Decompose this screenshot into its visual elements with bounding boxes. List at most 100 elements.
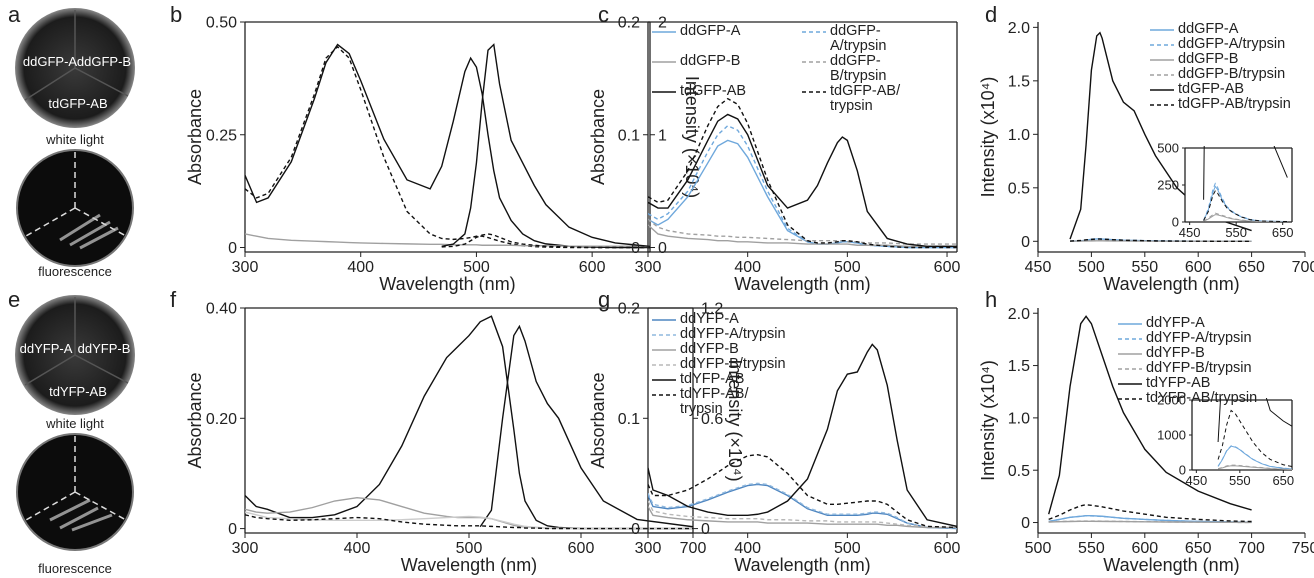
legend-item: tdGFP-AB/trypsin [1150, 97, 1291, 112]
series-line [1217, 464, 1292, 470]
legend-swatch [1118, 323, 1142, 325]
x-axis-label: Wavelength (nm) [379, 274, 515, 294]
y-axis-label: Absorbance [588, 89, 608, 185]
photo-caption: fluorescence [38, 561, 112, 576]
y-tick-label: 0.50 [206, 15, 237, 32]
y-axis-label: Intensity (x10⁴) [978, 77, 998, 198]
legend-swatch [1150, 104, 1174, 106]
legend-item: tdYFP-AB/ trypsin [652, 387, 790, 417]
x-tick-label: 400 [734, 259, 761, 276]
series-line [245, 45, 650, 249]
series-line [479, 324, 693, 528]
series-line [1203, 190, 1288, 222]
x-tick-label: 650 [1185, 540, 1212, 557]
series-line [1048, 315, 1252, 515]
legend-item: tdGFP-AB [1150, 82, 1291, 97]
y-tick-label: 500 [1157, 141, 1179, 156]
x-tick-label: 700 [1238, 540, 1265, 557]
y-tick-label: 1000 [1157, 428, 1186, 443]
x-tick-label: 400 [344, 540, 371, 557]
x-tick-label: 500 [1078, 259, 1105, 276]
legend-swatch [1150, 74, 1174, 76]
legend-item: ddGFP-B [1150, 52, 1291, 67]
photo-caption: fluorescence [38, 264, 112, 279]
legend-item: ddGFP-A [1150, 22, 1291, 37]
y-tick-label: 0.5 [1008, 180, 1030, 197]
x-axis-label: Wavelength (nm) [734, 555, 870, 575]
plate-divider [24, 10, 129, 101]
x-tick-label: 300 [232, 259, 259, 276]
chart: 300 400 500 600 0 0.1 0.2 Wavelength (nm) Absorb… [588, 2, 960, 294]
inset-background [1185, 148, 1292, 222]
photo-panel: e ddYFP-A ddYFP-B tdYFP-AB white light f… [8, 287, 135, 576]
fluorescent-streak [59, 213, 119, 250]
y-tick-label: 0 [228, 521, 237, 538]
chart: 450 500 550 600 650 700 0 0.5 1.0 1.5 2.0 Wavelengt… [978, 2, 1314, 294]
legend-label: ddGFP-B [1178, 51, 1239, 67]
legend-item: tdYFP-AB/trypsin [1118, 391, 1257, 406]
y-tick-label: 1.0 [1008, 410, 1030, 427]
x-tick-label: 500 [834, 540, 861, 557]
photo-caption: white light [45, 416, 104, 431]
x-tick-label: 500 [456, 540, 483, 557]
legend-label: ddYFP-B/trypsin [680, 356, 786, 372]
x-tick-label: 600 [1185, 259, 1212, 276]
x-tick-label: 400 [734, 540, 761, 557]
legend-item: ddYFP-B/trypsin [652, 357, 790, 372]
x-tick-label: 300 [232, 540, 259, 557]
y2-axis-label: Intensity (×10⁴) [725, 359, 745, 481]
legend-swatch [652, 91, 676, 93]
y-tick-label: 0 [1021, 234, 1030, 251]
legend-label: ddYFP-A [1146, 315, 1205, 331]
legend-item: ddYFP-A/trypsin [652, 327, 790, 342]
x-tick-label: 500 [463, 259, 490, 276]
y2-tick-label: 0 [658, 240, 667, 257]
series-line [1048, 515, 1252, 523]
legend-label: ddYFP-A [680, 311, 739, 327]
x-tick-label: 450 [1025, 259, 1052, 276]
y-tick-label: 0.25 [206, 127, 237, 144]
legend-item: ddYFP-B [652, 342, 790, 357]
y-tick-label: 0.2 [618, 15, 640, 32]
series-line [1048, 504, 1252, 523]
series-line [245, 514, 693, 530]
y-tick-label: 0 [631, 521, 640, 538]
legend: ddGFP-A ddGFP-A/trypsin ddGFP-B ddGFP-B/try… [1150, 22, 1291, 112]
chart: 300 400 500 600 0 0.1 0.2 Wavelength (nm) Absorb… [588, 287, 960, 575]
x-tick-label: 500 [1025, 540, 1052, 557]
series-line [1217, 465, 1292, 470]
y-tick-label: 0 [631, 240, 640, 257]
legend-label: tdYFP-AB/ trypsin [680, 386, 749, 417]
legend-swatch [652, 334, 676, 336]
x-tick-label: 700 [1292, 259, 1314, 276]
series-line [245, 315, 693, 530]
panel-letter: b [170, 2, 182, 27]
y-tick-label: 2.0 [1008, 20, 1030, 37]
legend-item: tdYFP-AB [652, 372, 790, 387]
x-tick-label: 450 [1179, 225, 1201, 240]
y-tick-label: 0.40 [206, 301, 237, 318]
series-line [648, 482, 957, 530]
y-tick-label: 1.0 [1008, 127, 1030, 144]
x-axis-label: Wavelength (nm) [1103, 555, 1239, 575]
x-tick-label: 550 [1131, 259, 1158, 276]
legend-swatch [1150, 29, 1174, 31]
y2-tick-label: 1.2 [701, 301, 723, 318]
legend: ddGFP-A ddGFP-A/trypsin ddGFP-B ddGFP-B/try… [652, 24, 962, 114]
x-tick-label: 650 [1272, 473, 1294, 488]
x-tick-label: 450 [1185, 473, 1207, 488]
series-line [1069, 31, 1252, 240]
series-line [1217, 445, 1292, 470]
legend-label: ddGFP-A [1178, 21, 1239, 37]
x-tick-label: 550 [1225, 225, 1247, 240]
legend-label: ddGFP-B/trypsin [830, 53, 887, 84]
x-axis-label: Wavelength (nm) [401, 555, 537, 575]
y-tick-label: 1.5 [1008, 358, 1030, 375]
legend-label: ddGFP-A/trypsin [830, 23, 887, 54]
legend-label: tdGFP-AB/ trypsin [830, 83, 901, 114]
legend-item: ddYFP-B/trypsin [1118, 361, 1257, 376]
legend-swatch [652, 394, 676, 396]
series-line [648, 97, 957, 249]
series-line [648, 343, 957, 528]
